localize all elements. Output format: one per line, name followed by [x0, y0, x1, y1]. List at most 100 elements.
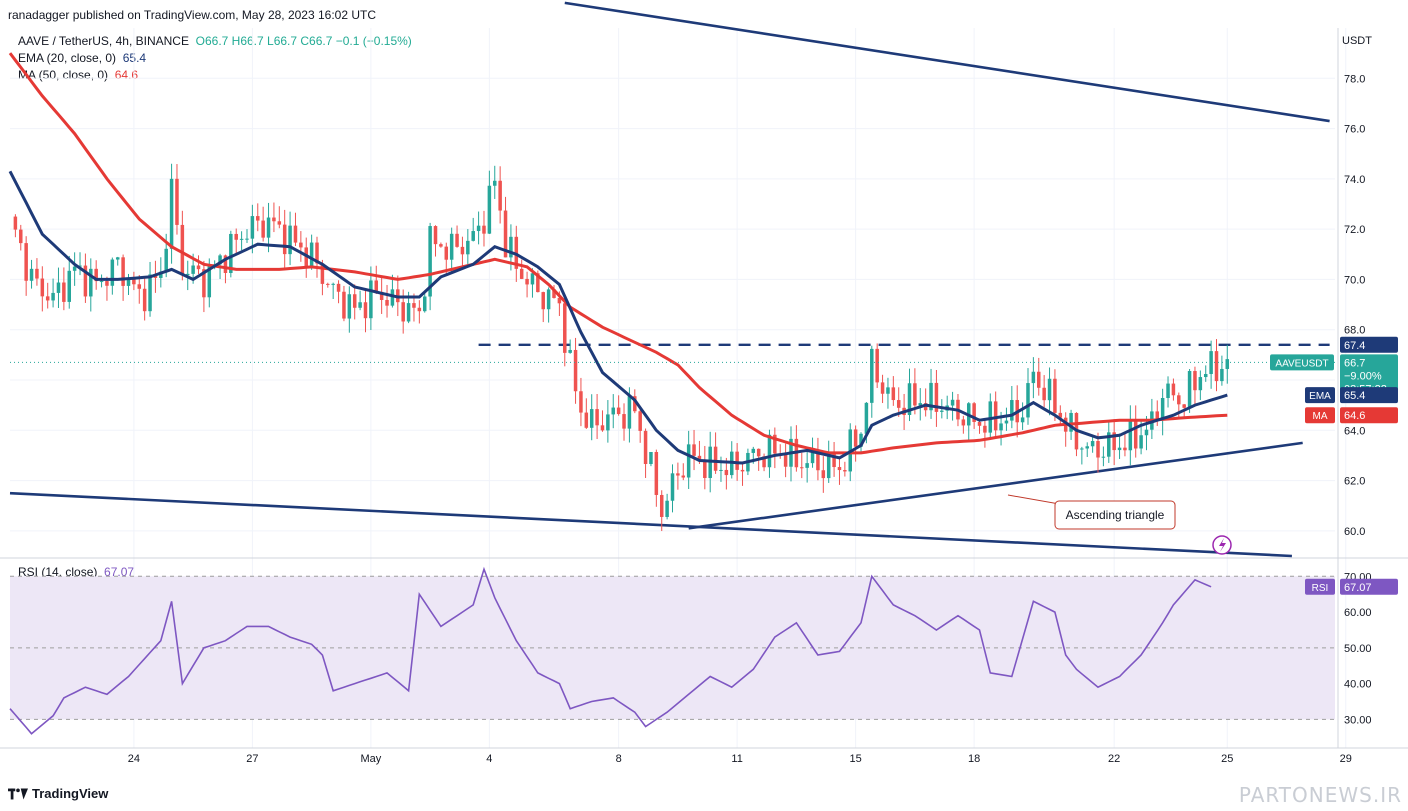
candle-body — [196, 265, 201, 270]
candle-body — [272, 217, 276, 222]
candle-body — [498, 180, 502, 211]
candle-body — [40, 278, 45, 297]
annotation-text: Ascending triangle — [1066, 508, 1165, 522]
trendline-descending-upper[interactable] — [564, 1, 1330, 123]
candle-body — [972, 403, 976, 422]
price-tick-label: 68.0 — [1344, 325, 1365, 337]
candle-body — [1069, 412, 1073, 432]
tradingview-brand: TradingView — [32, 786, 109, 801]
candle-body — [519, 268, 524, 279]
price-tick-label: 74.0 — [1344, 174, 1365, 186]
candle-body — [439, 244, 443, 247]
trendline-ascending-support[interactable] — [688, 441, 1303, 530]
candle-body — [449, 233, 454, 260]
annotation-callout[interactable] — [1054, 500, 1176, 530]
candle-body — [1047, 378, 1052, 401]
candle-body — [1020, 417, 1025, 423]
candle-body — [422, 296, 427, 312]
candle-body — [169, 178, 174, 249]
candle-body — [880, 382, 885, 394]
candle-body — [1080, 448, 1084, 450]
symbol-title[interactable]: AAVE / TetherUS, 4h, BINANCE — [18, 34, 189, 48]
candle-body — [805, 463, 809, 468]
candle-body — [29, 268, 34, 281]
price-tick-label: 78.0 — [1344, 73, 1365, 85]
tradingview-logo[interactable]: TradingView — [8, 786, 108, 801]
ema-tag[interactable] — [1305, 387, 1335, 404]
candle-body — [115, 257, 120, 260]
candle-body — [406, 303, 411, 322]
date-tick-label: 15 — [850, 753, 862, 765]
candle-body — [142, 288, 147, 312]
price-tick-label: 62.0 — [1344, 476, 1365, 488]
candle-body — [250, 216, 255, 239]
date-tick-label: 18 — [968, 753, 980, 765]
candle-body — [455, 233, 459, 247]
candle-body — [993, 401, 998, 431]
candle-body — [45, 296, 50, 301]
candle-body — [886, 387, 890, 394]
rsi-tick-label: 30.00 — [1344, 714, 1372, 726]
rsi-tag[interactable] — [1305, 578, 1335, 595]
candle-body — [800, 467, 804, 469]
candle-body — [245, 238, 249, 240]
candle-body — [638, 411, 642, 431]
ema-legend[interactable]: EMA (20, close, 0) 65.4 — [18, 51, 146, 66]
candle-body — [110, 259, 115, 286]
candle-body — [697, 455, 702, 462]
candle-body — [859, 433, 863, 447]
candle-body — [934, 382, 939, 412]
candle-body — [767, 434, 772, 468]
rsi-value-badge[interactable] — [1340, 578, 1398, 595]
candle-body — [870, 348, 874, 403]
rsi-line — [9, 566, 1212, 735]
rsi-tick-label: 50.00 — [1344, 643, 1372, 655]
candle-body — [132, 279, 136, 285]
rsi-legend[interactable]: RSI (14, close) 67.07 — [18, 565, 134, 580]
candle-body — [164, 248, 168, 272]
candle-body — [385, 299, 389, 306]
candle-body — [1058, 412, 1063, 418]
ema-value-badge[interactable] — [1340, 387, 1398, 404]
candle-body — [773, 434, 777, 454]
candle-body — [67, 270, 71, 302]
candle-body — [266, 217, 271, 238]
candle-body — [185, 273, 190, 276]
candle-body — [315, 242, 319, 264]
resistance-price-badge[interactable] — [1340, 336, 1398, 353]
candle-body — [929, 382, 933, 411]
candle-body — [676, 473, 680, 476]
candle-body — [1177, 395, 1181, 405]
candle-body — [342, 291, 346, 319]
candle-body — [374, 280, 379, 292]
ema-legend-label: EMA (20, close, 0) — [18, 51, 117, 65]
candle-body — [261, 220, 265, 238]
last-price-badge[interactable] — [1340, 354, 1398, 397]
resistance-price-badge-text: 67.4 — [1344, 340, 1365, 352]
candle-body — [1187, 371, 1192, 408]
candle-body — [390, 289, 395, 306]
candle-body — [180, 224, 185, 276]
trendline-descending-lower[interactable] — [9, 491, 1292, 558]
candle-body — [1031, 371, 1036, 384]
candle-body — [1128, 420, 1133, 451]
ma-value-badge[interactable] — [1340, 407, 1398, 424]
candle-body — [62, 282, 66, 302]
last-price-badge-text: −9.00% — [1344, 370, 1382, 382]
ma-tag[interactable] — [1305, 407, 1335, 424]
rsi-tag-text: RSI — [1312, 583, 1329, 594]
candle-body — [977, 421, 982, 426]
symbol-tag[interactable] — [1270, 354, 1334, 371]
candle-body — [837, 467, 842, 471]
price-unit-label: USDT — [1342, 35, 1372, 47]
rsi-tick-label: 60.00 — [1344, 607, 1372, 619]
candle-body — [428, 226, 432, 297]
candle-body — [918, 403, 923, 406]
candle-body — [433, 226, 438, 245]
candle-body — [202, 269, 206, 298]
candle-body — [659, 494, 664, 517]
watermark-text: PARTONEWS.IR — [1238, 783, 1402, 807]
rsi-tick-label: 40.00 — [1344, 679, 1372, 691]
candle-body — [875, 348, 879, 383]
